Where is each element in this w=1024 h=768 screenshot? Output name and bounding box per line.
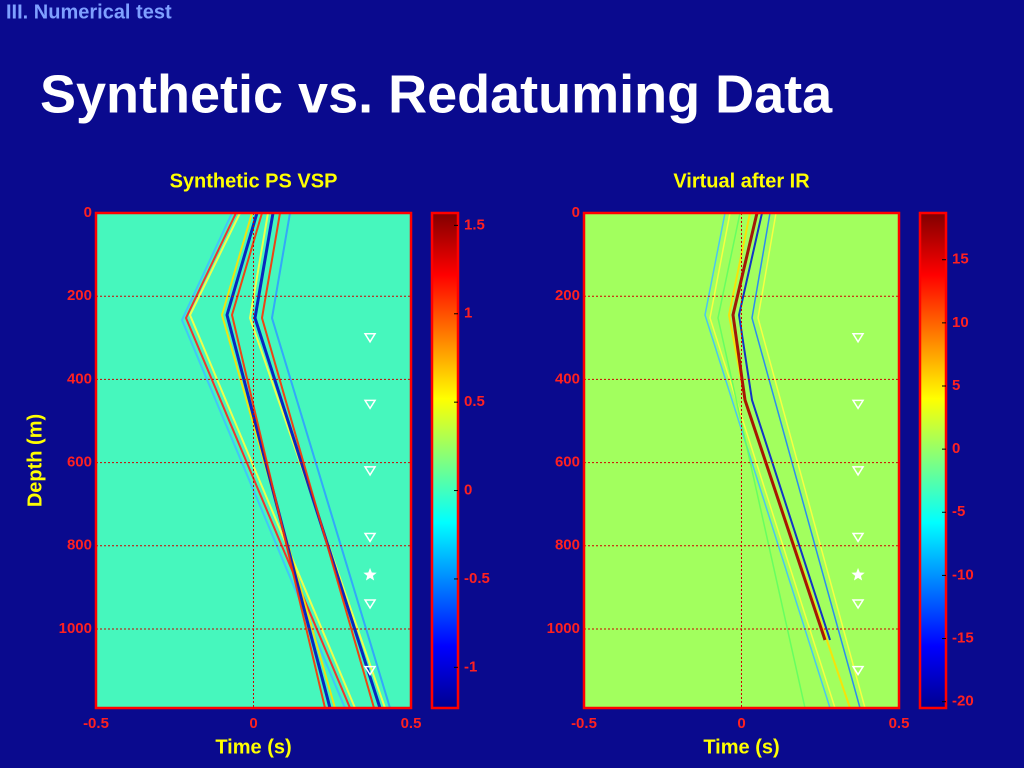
- y-tick-label: 0: [84, 204, 92, 221]
- colorbar-tick-label: 0.5: [464, 393, 485, 410]
- y-axis-label: Depth (m): [24, 414, 46, 507]
- seismic-event: [737, 212, 831, 641]
- colorbar-tick-label: 1.5: [464, 216, 485, 233]
- y-tick-label: 400: [555, 370, 580, 387]
- seismic-event: [709, 212, 836, 709]
- source: [851, 567, 865, 581]
- y-tick-label: 200: [67, 287, 92, 304]
- x-tick-label: 0: [737, 715, 745, 732]
- y-tick-label: 800: [555, 537, 580, 554]
- source: [363, 567, 377, 581]
- y-tick-label: 400: [67, 370, 92, 387]
- seismic-event: [188, 212, 356, 709]
- y-tick-label: 600: [67, 454, 92, 471]
- plot-frame: [94, 211, 413, 710]
- colorbar-tick-label: -0.5: [464, 570, 490, 587]
- receiver: [363, 532, 377, 543]
- colorbar-tick-label: 5: [952, 377, 960, 394]
- plot-title: Virtual after IR: [673, 170, 810, 192]
- seismic-event: [270, 212, 391, 709]
- receiver: [851, 466, 865, 477]
- colorbar: [918, 211, 948, 710]
- receiver: [851, 399, 865, 410]
- plot: Synthetic PS VSP Time (s) Depth (m) 0 200 400…: [24, 170, 490, 758]
- x-tick-label: 0.5: [889, 715, 910, 732]
- receiver: [363, 466, 377, 477]
- x-tick-label: -0.5: [83, 715, 109, 732]
- seismic-event: [704, 212, 831, 709]
- seismic-event: [757, 212, 866, 709]
- receiver: [363, 599, 377, 610]
- plot-frame: [582, 211, 901, 710]
- receiver: [851, 665, 865, 676]
- receiver: [363, 399, 377, 410]
- y-tick-label: 0: [572, 204, 580, 221]
- seismic-event: [253, 212, 382, 709]
- seismic-event: [751, 212, 861, 709]
- colorbar: [430, 211, 460, 710]
- colorbar-tick-label: 0: [464, 482, 472, 499]
- colorbar-tick-label: -20: [952, 693, 974, 710]
- y-tick-label: 800: [67, 537, 92, 554]
- x-tick-label: 0: [249, 715, 257, 732]
- colorbar-tick-label: 0: [952, 440, 960, 457]
- seismic-event: [180, 212, 346, 709]
- receiver: [851, 599, 865, 610]
- receiver: [363, 665, 377, 676]
- colorbar-tick-label: 15: [952, 251, 969, 268]
- seismic-event: [220, 212, 336, 709]
- colorbar-tick-label: -5: [952, 503, 965, 520]
- seismic-event: [225, 212, 332, 709]
- y-tick-label: 200: [555, 287, 580, 304]
- y-tick-label: 1000: [59, 620, 92, 637]
- x-axis-label: Time (s): [703, 736, 779, 758]
- colorbar-tick-label: -10: [952, 566, 974, 583]
- seismic-event: [248, 212, 386, 709]
- colorbar-tick-label: 10: [952, 314, 969, 331]
- receiver: [851, 532, 865, 543]
- receiver: [851, 333, 865, 344]
- colorbar-tick-label: -15: [952, 630, 974, 647]
- colorbar-tick-label: 1: [464, 305, 472, 322]
- seismic-event: [230, 212, 326, 709]
- section-label: III. Numerical test: [6, 1, 172, 23]
- plot-title: Synthetic PS VSP: [170, 170, 338, 192]
- slide-title: Synthetic vs. Redatuming Data: [40, 64, 833, 124]
- x-axis-label: Time (s): [215, 736, 291, 758]
- x-tick-label: 0.5: [401, 715, 422, 732]
- seismic-event: [731, 212, 827, 641]
- colorbar-tick-label: -1: [464, 658, 477, 675]
- y-tick-label: 600: [555, 454, 580, 471]
- x-tick-label: -0.5: [571, 715, 597, 732]
- y-tick-label: 1000: [547, 620, 580, 637]
- seismic-event: [260, 212, 375, 709]
- seismic-event: [717, 212, 806, 709]
- receiver: [363, 333, 377, 344]
